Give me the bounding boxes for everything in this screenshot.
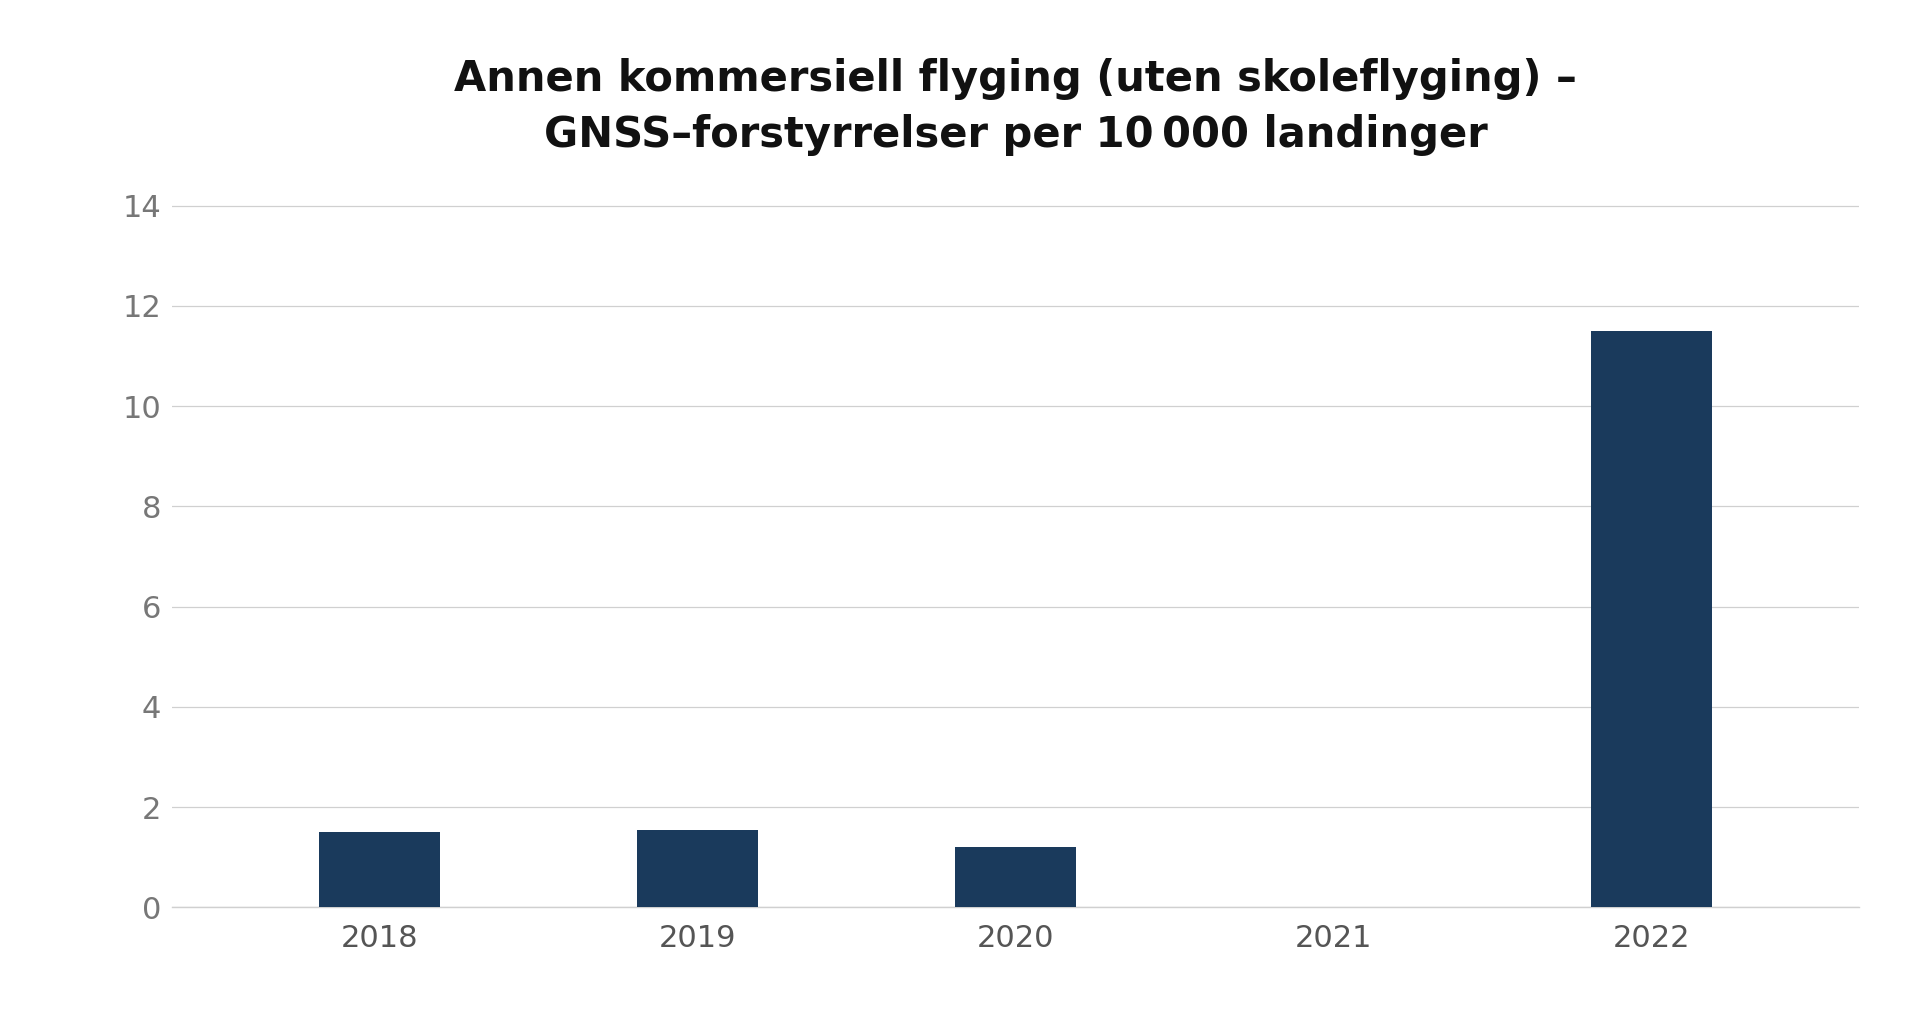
- Bar: [318, 832, 439, 907]
- Bar: [1592, 331, 1713, 907]
- Bar: [636, 830, 759, 907]
- Bar: [954, 847, 1077, 907]
- Title: Annen kommersiell flyging (uten skoleflyging) –
GNSS–forstyrrelser per 10 000 la: Annen kommersiell flyging (uten skolefly…: [454, 59, 1577, 156]
